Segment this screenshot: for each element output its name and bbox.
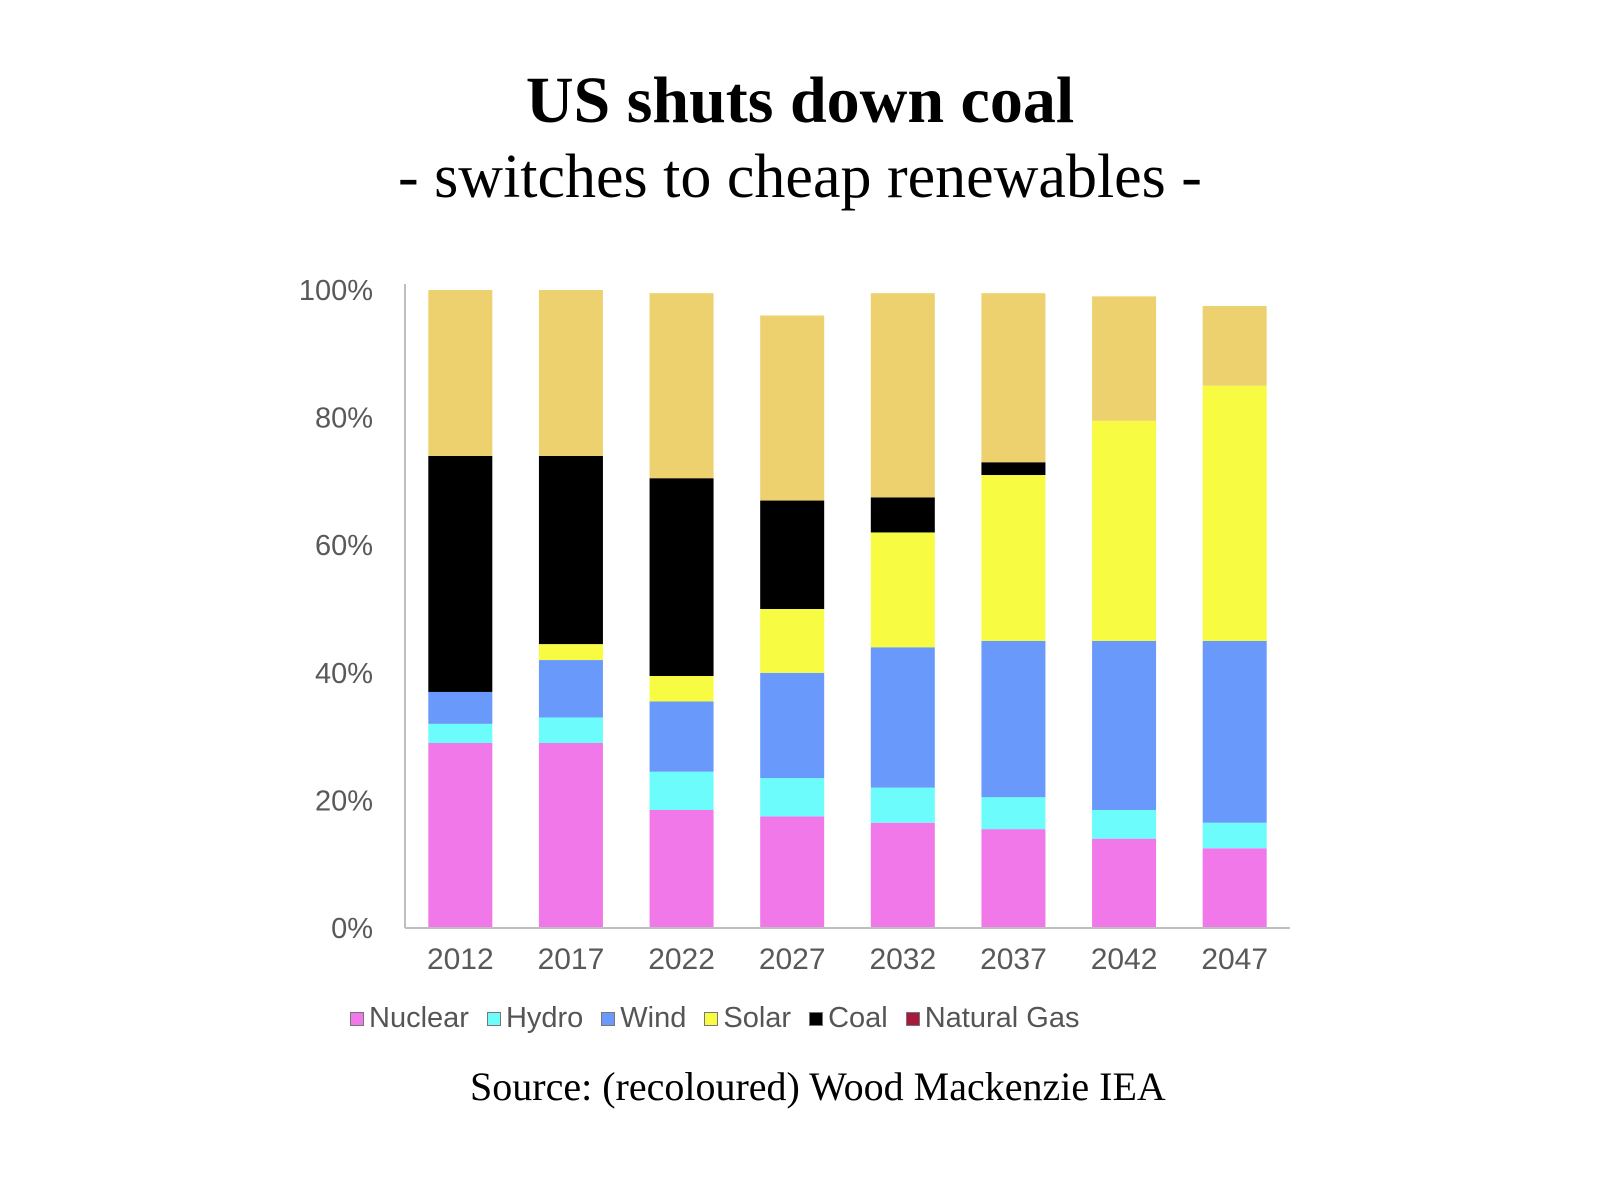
legend-swatch — [350, 1011, 364, 1026]
bar-natural-gas-2032 — [870, 293, 935, 498]
legend-label: Natural Gas — [924, 1002, 1080, 1034]
bar-nuclear-2012 — [428, 742, 493, 928]
bar-solar-2032 — [870, 532, 935, 648]
bar-coal-2017 — [538, 455, 603, 645]
legend-item-wind: Wind — [601, 1002, 686, 1035]
legend-swatch — [704, 1011, 719, 1026]
x-tick-label: 2012 — [427, 943, 494, 976]
bar-stack-2022 — [649, 293, 714, 928]
axes — [404, 284, 1290, 929]
bar-hydro-2012 — [428, 723, 493, 743]
chart-title: US shuts down coal — [525, 64, 1075, 137]
bar-nuclear-2047 — [1202, 848, 1267, 928]
bar-natural-gas-2042 — [1092, 296, 1157, 421]
bar-wind-2047 — [1202, 640, 1267, 823]
legend-label: Nuclear — [369, 1002, 469, 1034]
legend-label: Coal — [828, 1002, 888, 1034]
legend-swatch — [905, 1011, 920, 1026]
legend-swatch — [809, 1011, 824, 1026]
bar-coal-2027 — [760, 500, 825, 609]
bar-wind-2012 — [428, 691, 493, 724]
bar-nuclear-2022 — [649, 809, 714, 928]
bar-natural-gas-2037 — [981, 293, 1046, 463]
bar-nuclear-2032 — [870, 822, 935, 928]
x-axis-labels: 2012 2017 2022 2027 2032 2037 2042 2047 — [427, 943, 1268, 976]
source-note: Source: (recoloured) Wood Mackenzie IEA — [470, 1064, 1166, 1109]
legend-item-hydro: Hydro — [486, 1002, 584, 1035]
x-tick-label: 2017 — [538, 943, 605, 976]
bar-hydro-2037 — [981, 797, 1046, 830]
bar-stack-2042 — [1092, 296, 1157, 928]
bar-coal-2012 — [428, 455, 493, 692]
bar-natural-gas-2047 — [1202, 305, 1267, 386]
y-axis-labels: 0% 20% 40% 60% 80% 100% — [299, 275, 373, 945]
bar-wind-2037 — [981, 640, 1046, 798]
x-tick-label: 2042 — [1091, 943, 1158, 976]
bar-solar-2042 — [1092, 420, 1157, 641]
x-tick-label: 2022 — [648, 943, 715, 976]
bar-stack-2027 — [760, 315, 825, 928]
y-tick-label: 100% — [299, 275, 373, 307]
bar-natural-gas-2022 — [649, 293, 714, 479]
bar-coal-2032 — [870, 497, 935, 533]
x-tick-label: 2037 — [980, 943, 1047, 976]
bar-solar-2027 — [760, 609, 825, 673]
x-tick-label: 2047 — [1201, 943, 1268, 976]
bar-stack-2047 — [1202, 305, 1267, 928]
bar-stack-2012 — [428, 290, 493, 928]
bar-solar-2022 — [649, 675, 714, 702]
x-tick-label: 2027 — [759, 943, 826, 976]
legend-label: Hydro — [505, 1002, 584, 1034]
bar-solar-2047 — [1202, 385, 1267, 641]
bar-natural-gas-2017 — [538, 290, 603, 456]
bar-stack-2032 — [870, 293, 935, 928]
bar-wind-2022 — [649, 701, 714, 772]
bar-coal-2037 — [981, 462, 1046, 476]
legend-item-solar: Solar — [704, 1002, 791, 1035]
y-tick-label: 0% — [331, 913, 373, 945]
legend-label: Wind — [620, 1002, 687, 1034]
bar-hydro-2022 — [649, 771, 714, 810]
bar-hydro-2027 — [760, 778, 825, 817]
legend: Nuclear Hydro Wind Solar Coal Natural Gas — [350, 1002, 1097, 1035]
bar-hydro-2032 — [870, 787, 935, 823]
legend-swatch — [486, 1011, 501, 1026]
bar-wind-2017 — [538, 660, 603, 718]
y-tick-label: 60% — [315, 530, 373, 562]
y-tick-label: 80% — [315, 403, 373, 435]
bar-nuclear-2042 — [1092, 838, 1157, 928]
y-tick-label: 40% — [315, 658, 373, 690]
legend-item-coal: Coal — [809, 1002, 888, 1035]
bar-nuclear-2037 — [981, 829, 1046, 928]
bar-solar-2017 — [538, 644, 603, 661]
legend-swatch — [601, 1011, 616, 1026]
bar-stack-2037 — [981, 293, 1046, 928]
bar-wind-2042 — [1092, 640, 1157, 810]
bar-solar-2037 — [981, 475, 1046, 641]
bar-hydro-2017 — [538, 717, 603, 743]
legend-item-natural-gas: Natural Gas — [905, 1002, 1080, 1035]
legend-label: Solar — [723, 1002, 792, 1034]
bar-coal-2022 — [649, 478, 714, 676]
bar-hydro-2042 — [1092, 809, 1157, 839]
y-tick-label: 20% — [315, 785, 373, 817]
bar-natural-gas-2027 — [760, 315, 825, 501]
bar-stack-2017 — [538, 290, 603, 928]
x-tick-label: 2032 — [869, 943, 936, 976]
bar-nuclear-2027 — [760, 816, 825, 928]
bar-wind-2032 — [870, 647, 935, 788]
bar-natural-gas-2012 — [428, 290, 493, 456]
bar-hydro-2047 — [1202, 822, 1267, 849]
bar-nuclear-2017 — [538, 742, 603, 928]
bar-wind-2027 — [760, 672, 825, 779]
chart-subtitle: - switches to cheap renewables - — [398, 143, 1202, 211]
legend-item-nuclear: Nuclear — [350, 1002, 469, 1035]
bars — [428, 290, 1267, 928]
